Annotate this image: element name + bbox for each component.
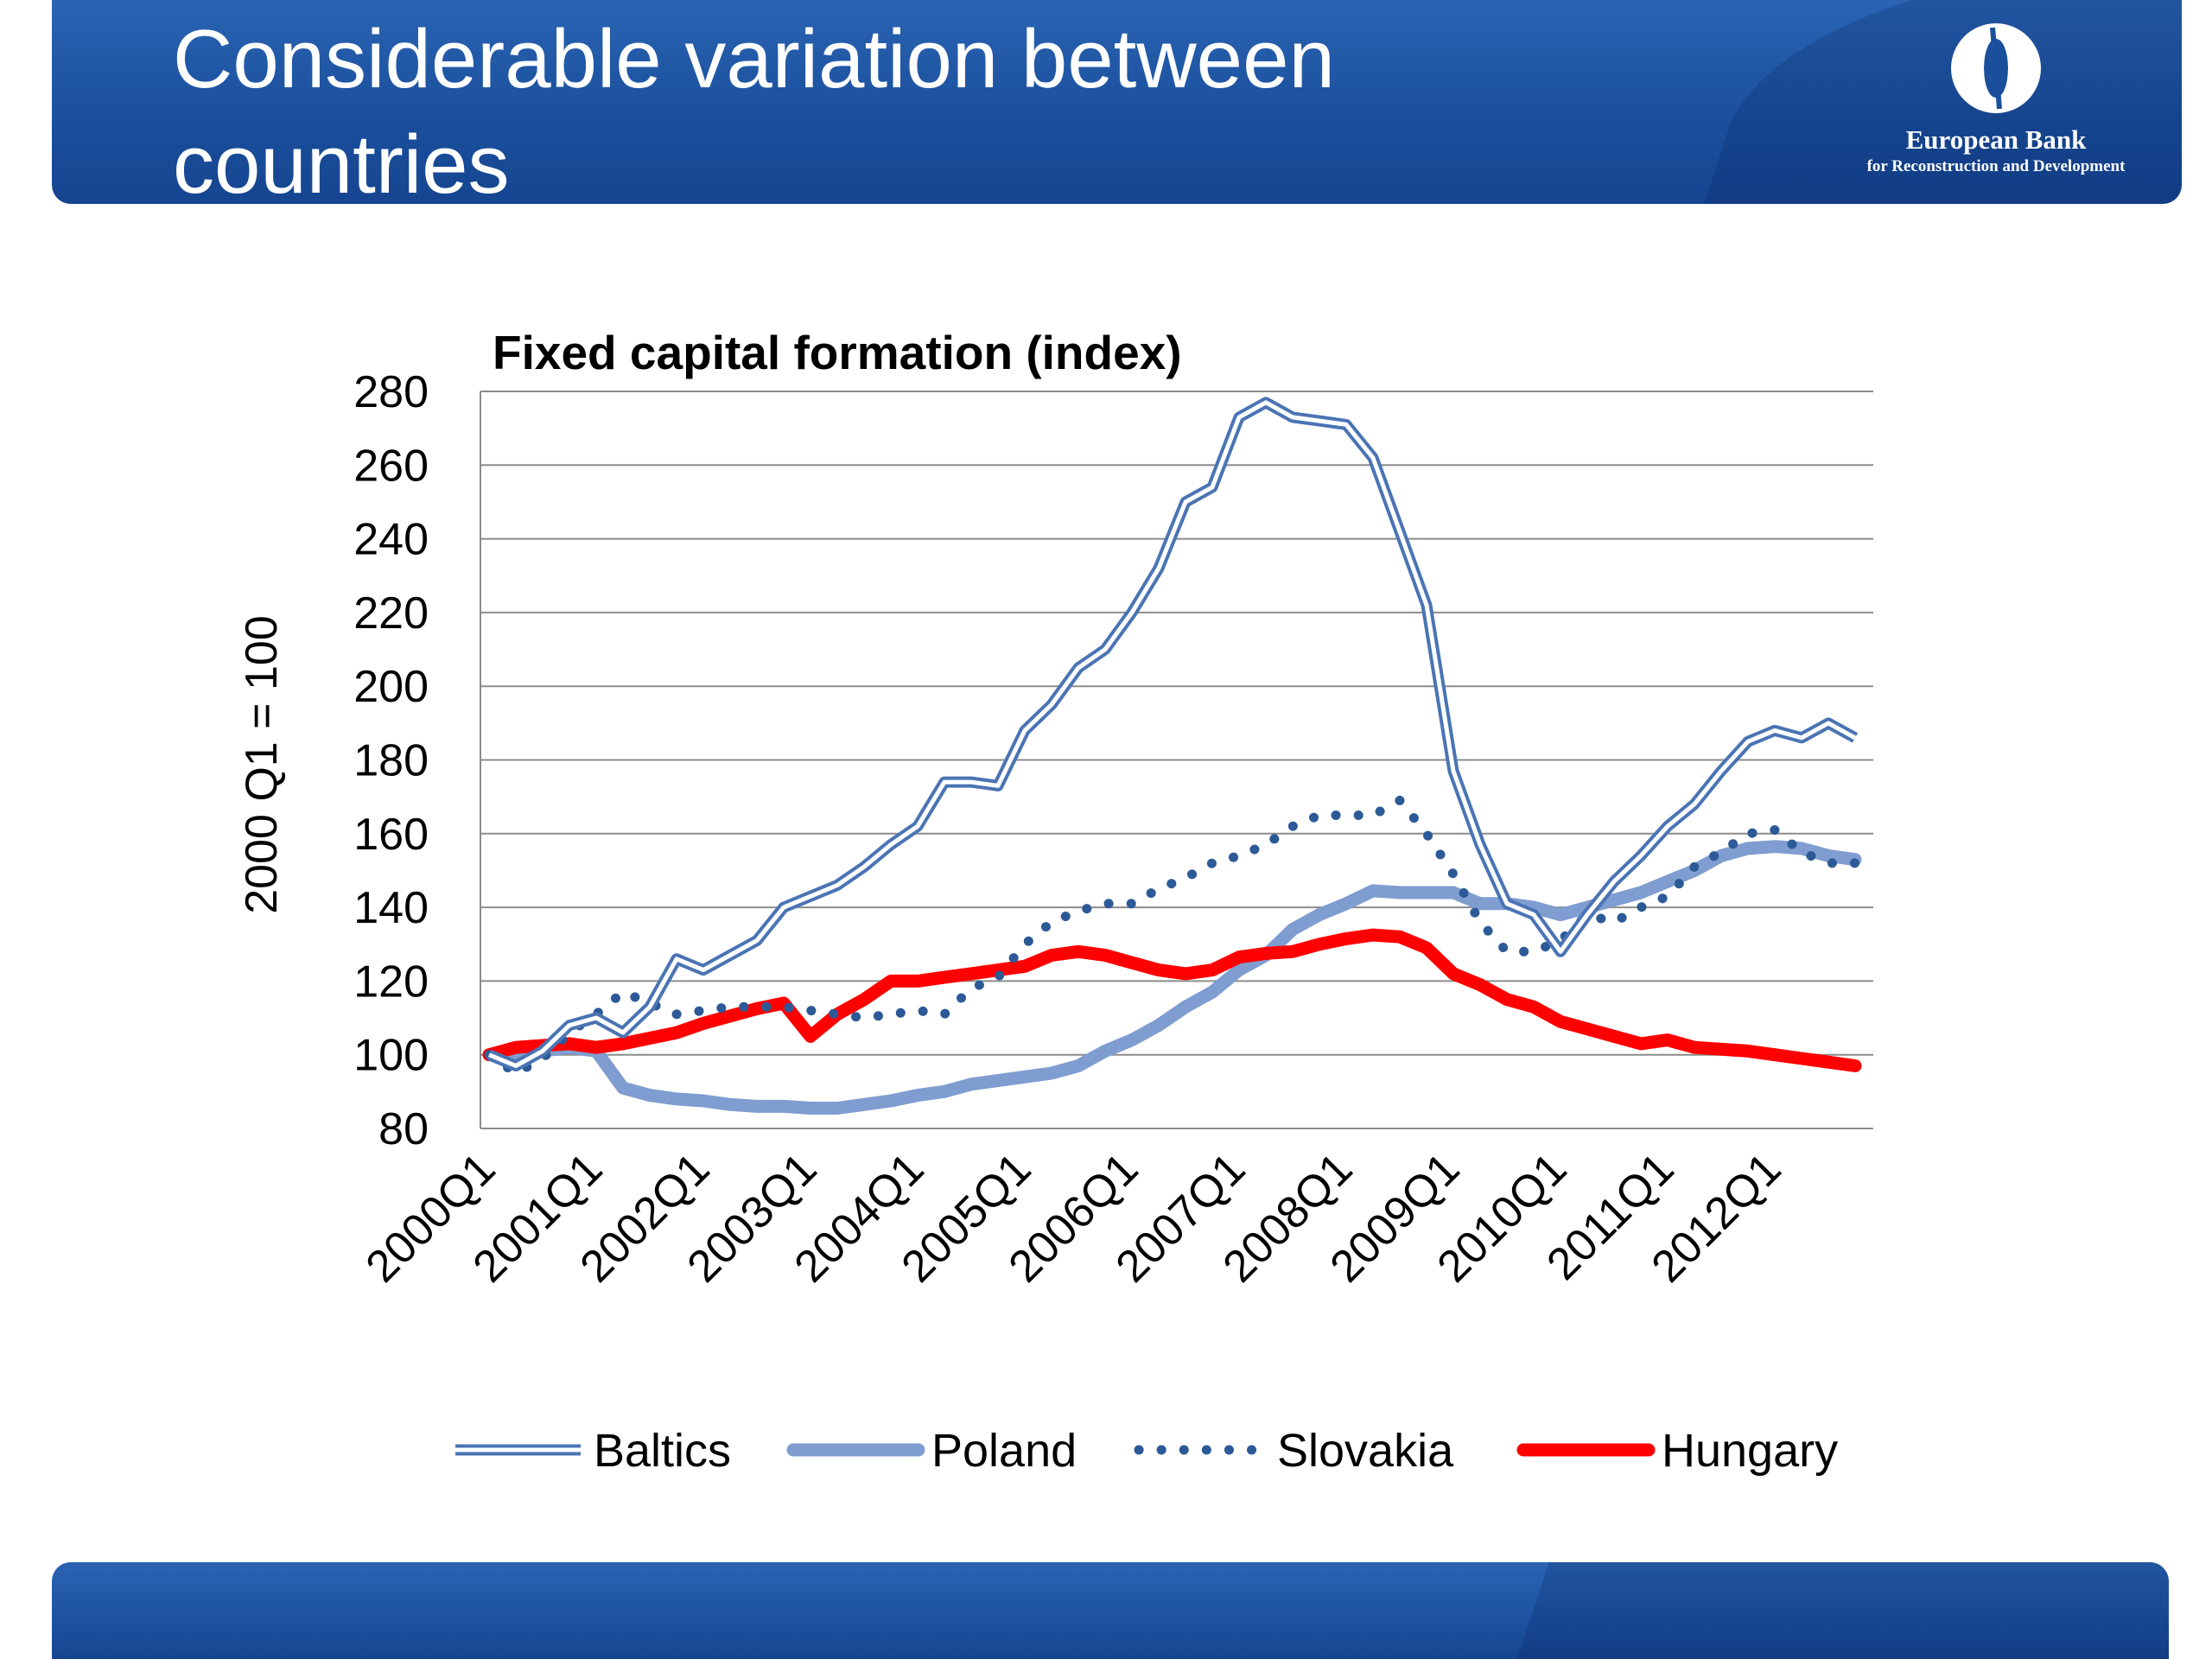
series-line-hungary — [482, 928, 1862, 1072]
series-poland — [482, 840, 1862, 1115]
footer-bar — [52, 1562, 2169, 1659]
legend-label-slovakia: Slovakia — [1277, 1425, 1454, 1477]
series-line-slovakia — [484, 795, 1860, 1078]
legend-label-hungary: Hungary — [1662, 1425, 1838, 1477]
y-tick-label: 140 — [353, 883, 429, 933]
slide-title: Considerable variation between countries — [173, 13, 1335, 204]
series-line-poland — [482, 840, 1862, 1115]
header-bar: Considerable variation between countries… — [52, 0, 2182, 204]
series-line-inner-baltics — [488, 400, 1857, 1068]
y-tick-label: 200 — [353, 662, 429, 712]
y-tick-label: 100 — [353, 1031, 429, 1081]
y-tick-label: 220 — [353, 588, 429, 639]
ebrd-logo: European Bank for Reconstruction and Dev… — [1815, 17, 2177, 190]
chart: 80 100 120 140 160 180 200 220 240 260 280 2000Q12… — [237, 326, 1873, 1477]
y-tick-label: 80 — [378, 1104, 429, 1154]
legend-label-poland: Poland — [931, 1425, 1077, 1477]
y-axis-ticks: 80 100 120 140 160 180 200 220 240 260 280 — [353, 367, 429, 1154]
footer-swoosh — [1492, 1562, 2169, 1659]
series-baltics — [486, 397, 1859, 1071]
x-axis-ticks: 2000Q12001Q12002Q12003Q12004Q12005Q12006… — [357, 1143, 1791, 1292]
chart-title: Fixed capital formation (index) — [493, 326, 1182, 379]
y-tick-label: 180 — [353, 736, 429, 786]
series-hungary — [482, 928, 1862, 1072]
y-tick-label: 280 — [353, 367, 429, 417]
y-axis-title: 2000 Q1 = 100 — [237, 615, 287, 914]
legend-item-hungary: Hungary — [1516, 1425, 1838, 1477]
y-tick-label: 240 — [353, 515, 429, 565]
logo-name: European Bank — [1905, 124, 2087, 155]
legend: Baltics Poland Slovakia Hungary — [455, 1425, 1838, 1477]
legend-item-slovakia: Slovakia — [1134, 1425, 1454, 1477]
ebrd-emblem-icon — [1951, 23, 2041, 113]
logo-subtitle: for Reconstruction and Development — [1866, 157, 2126, 175]
y-tick-label: 260 — [353, 441, 429, 491]
y-tick-label: 160 — [353, 810, 429, 860]
axes — [480, 391, 1873, 1129]
series — [482, 397, 1862, 1115]
legend-label-baltics: Baltics — [594, 1425, 731, 1477]
legend-item-poland: Poland — [786, 1425, 1077, 1477]
y-tick-label: 120 — [353, 957, 429, 1007]
series-slovakia — [484, 795, 1860, 1078]
legend-item-baltics: Baltics — [455, 1425, 731, 1477]
